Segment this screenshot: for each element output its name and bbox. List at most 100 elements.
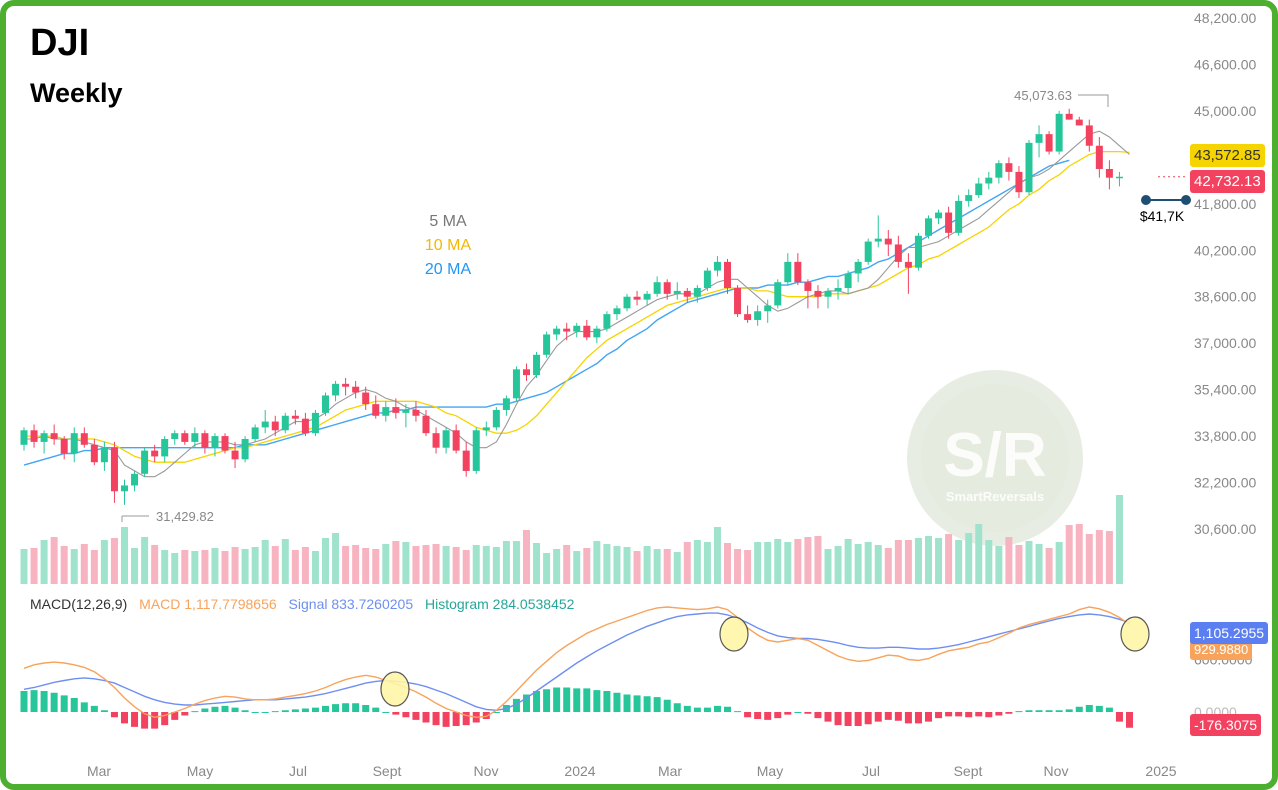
candle-body bbox=[492, 409, 500, 428]
candle-body bbox=[834, 288, 842, 291]
macd-histogram-bar bbox=[432, 712, 440, 726]
candle-body bbox=[703, 270, 711, 289]
macd-histogram-bar bbox=[40, 691, 48, 712]
macd-histogram-bar bbox=[332, 704, 340, 712]
candle-body bbox=[1095, 145, 1103, 169]
candle-body bbox=[533, 354, 541, 376]
volume-bar bbox=[653, 549, 661, 584]
macd-histogram-bar bbox=[683, 705, 691, 712]
macd-histogram-bar bbox=[894, 712, 902, 721]
volume-bar bbox=[935, 538, 943, 584]
macd-histogram-bar bbox=[492, 712, 500, 713]
volume-bar bbox=[452, 547, 460, 584]
candle-body bbox=[854, 261, 862, 274]
candle-body bbox=[452, 430, 460, 451]
candle-body bbox=[553, 328, 561, 335]
candle-body bbox=[693, 288, 701, 297]
macd-histogram-bar bbox=[1015, 711, 1023, 713]
volume-bar bbox=[332, 533, 340, 584]
volume-bar bbox=[593, 541, 601, 584]
price-axis-tick: 37,000.00 bbox=[1194, 335, 1256, 351]
candle-body bbox=[462, 450, 470, 471]
macd-histogram-bar bbox=[30, 690, 38, 712]
volume-bar bbox=[30, 548, 38, 584]
candle-body bbox=[914, 235, 922, 268]
candle-body bbox=[713, 261, 721, 271]
candle-body bbox=[573, 325, 581, 332]
macd-histogram-bar bbox=[713, 705, 721, 712]
candle-body bbox=[90, 444, 98, 463]
volume-bar bbox=[412, 546, 420, 584]
volume-bar bbox=[724, 543, 731, 584]
candle-body bbox=[110, 447, 118, 492]
volume-bar bbox=[432, 544, 440, 584]
candle-body bbox=[814, 290, 822, 297]
legend-5ma: 5 MA bbox=[429, 213, 467, 230]
volume-bar bbox=[472, 545, 480, 584]
volume-bar bbox=[824, 549, 832, 584]
watermark-logo-text: S/R bbox=[943, 421, 1046, 490]
volume-bar bbox=[1065, 525, 1073, 584]
candle-body bbox=[502, 398, 510, 410]
macd-histogram-bar bbox=[985, 712, 993, 718]
volume-bar bbox=[713, 527, 721, 584]
volume-bar bbox=[854, 544, 862, 584]
price-axis-tick: 33,800.00 bbox=[1194, 428, 1256, 444]
volume-bar bbox=[372, 549, 380, 584]
volume-bar bbox=[1005, 537, 1013, 584]
candle-body bbox=[653, 282, 661, 294]
volume-bar bbox=[90, 550, 98, 584]
volume-bar bbox=[322, 538, 329, 584]
macd-histogram-bar bbox=[422, 712, 430, 723]
macd-histogram-bar bbox=[342, 703, 350, 712]
candle-body bbox=[372, 404, 380, 416]
candle-body bbox=[1055, 113, 1063, 152]
macd-histogram-bar bbox=[402, 712, 410, 718]
volume-bar bbox=[442, 546, 450, 584]
macd-histogram-bar bbox=[734, 711, 742, 713]
macd-histogram-bar bbox=[261, 712, 269, 713]
macd-line bbox=[23, 606, 1130, 719]
macd-histogram-bar bbox=[291, 709, 299, 712]
macd-histogram-bar bbox=[673, 703, 681, 712]
signal-line bbox=[23, 612, 1130, 712]
volume-bar bbox=[121, 527, 128, 584]
macd-histogram-bar bbox=[251, 712, 259, 713]
candle-body bbox=[945, 212, 953, 233]
volume-bar bbox=[422, 545, 430, 584]
candle-body bbox=[151, 450, 159, 457]
macd-header: MACD(12,26,9) MACD 1,117.7798656 Signal … bbox=[30, 596, 582, 612]
macd-histogram-bar bbox=[884, 712, 892, 720]
macd-histogram-bar bbox=[1105, 707, 1113, 712]
volume-bar bbox=[613, 546, 621, 584]
volume-bar bbox=[734, 549, 742, 584]
macd-histogram-bar bbox=[362, 705, 370, 712]
volume-bar bbox=[673, 552, 681, 584]
candle-body bbox=[985, 177, 993, 184]
volume-bar bbox=[70, 549, 78, 584]
macd-histogram-bar bbox=[754, 712, 762, 719]
volume-bars bbox=[20, 495, 1123, 584]
candle-body bbox=[412, 409, 420, 416]
macd-histogram-bar bbox=[864, 712, 872, 725]
chart-subtitle: Weekly bbox=[30, 78, 123, 108]
volume-bar bbox=[20, 549, 28, 584]
volume-bar bbox=[482, 546, 490, 584]
macd-histogram-bar bbox=[1095, 705, 1103, 712]
volume-bar bbox=[1045, 548, 1053, 584]
time-axis-tick: Sept bbox=[954, 763, 983, 779]
candle-body bbox=[281, 415, 289, 431]
time-axis-tick: Jul bbox=[862, 763, 880, 779]
volume-bar bbox=[774, 539, 782, 584]
candle-body bbox=[593, 328, 601, 338]
volume-bar bbox=[985, 540, 993, 584]
legend-20ma: 20 MA bbox=[424, 261, 472, 278]
target-label: $41,7K bbox=[1140, 208, 1185, 224]
macd-histogram-bar bbox=[633, 695, 641, 712]
macd-histogram-bar bbox=[1126, 712, 1133, 728]
macd-histogram-bar bbox=[50, 692, 58, 712]
macd-histogram-bar bbox=[221, 705, 229, 712]
candle-body bbox=[1085, 125, 1093, 146]
volume-bar bbox=[904, 540, 912, 584]
volume-bar bbox=[804, 537, 812, 584]
